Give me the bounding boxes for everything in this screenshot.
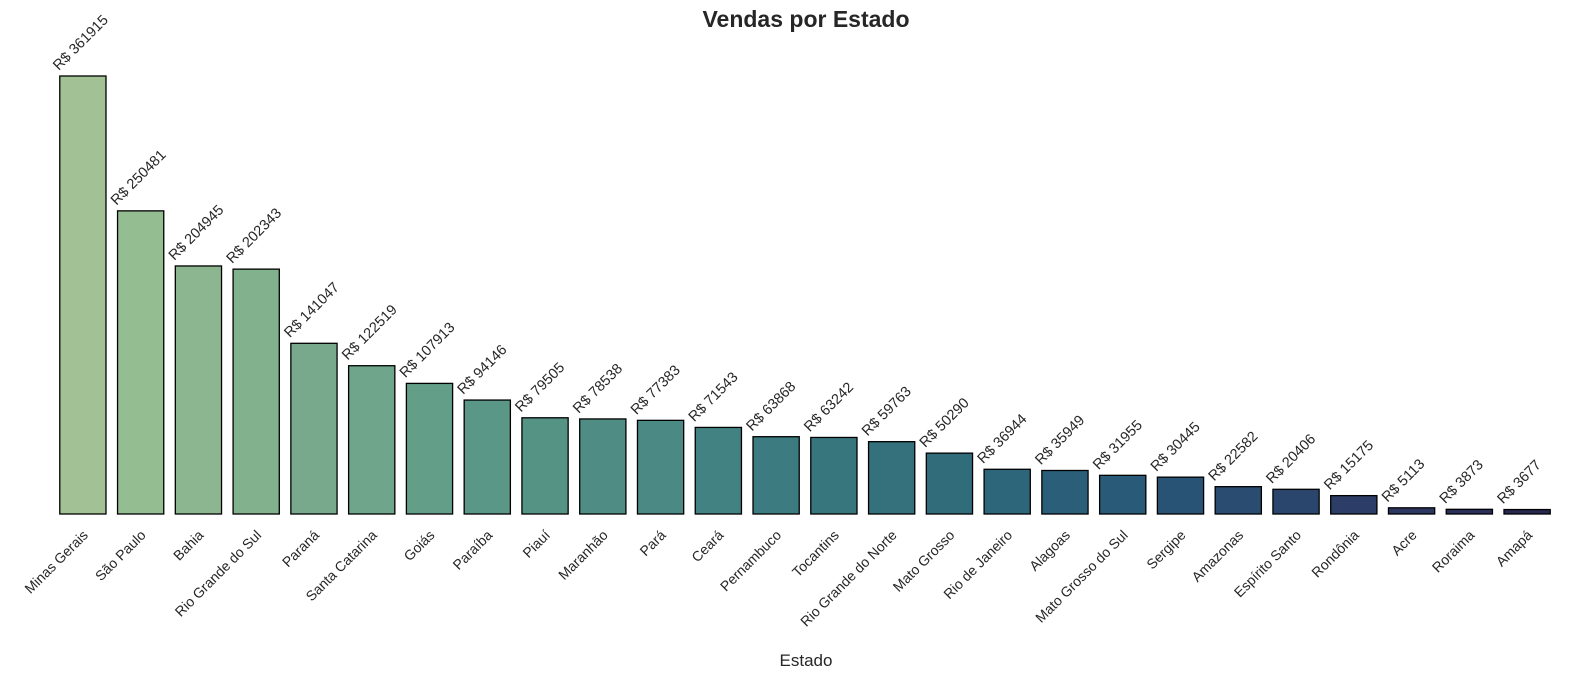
bar: [1156, 476, 1205, 515]
bar: [636, 419, 685, 515]
data-label: R$ 20406: [1263, 431, 1319, 487]
x-axis-label: Estado: [780, 651, 833, 670]
data-label: R$ 31955: [1090, 417, 1146, 473]
x-tick-label: Paraíba: [449, 527, 495, 573]
bar: [290, 342, 338, 515]
bar: [810, 436, 858, 515]
data-label: R$ 361915: [50, 12, 111, 73]
x-tick-label: Ceará: [688, 527, 726, 565]
data-label: R$ 59763: [859, 384, 915, 440]
data-label: R$ 107913: [397, 320, 458, 381]
bar: [867, 441, 916, 515]
data-label: R$ 63242: [801, 380, 857, 436]
data-label: R$ 94146: [455, 342, 511, 398]
x-tick-label: Sergipe: [1143, 527, 1189, 573]
x-tick-label: Paraná: [279, 527, 322, 570]
data-label: R$ 250481: [108, 147, 169, 208]
bar: [1041, 469, 1089, 515]
data-label: R$ 122519: [339, 302, 400, 363]
bar: [1330, 494, 1378, 515]
x-tick-label: Alagoas: [1026, 527, 1073, 574]
bar: [579, 418, 627, 515]
x-tick-label: Amazonas: [1188, 527, 1246, 585]
data-label: R$ 3873: [1437, 457, 1487, 507]
bar: [521, 417, 569, 515]
bar: [347, 365, 396, 515]
bar: [752, 436, 800, 515]
x-tick-label: Roraima: [1429, 527, 1478, 576]
bar: [1214, 486, 1263, 515]
bar: [1272, 488, 1320, 515]
bar: [1503, 508, 1551, 515]
x-tick-label: Tocantins: [789, 527, 842, 580]
data-label: R$ 77383: [628, 362, 684, 418]
bar: [232, 268, 280, 515]
x-tick-label: Bahia: [170, 527, 207, 564]
bar: [925, 452, 974, 515]
data-label: R$ 36944: [975, 411, 1031, 467]
data-label: R$ 30445: [1148, 419, 1204, 475]
data-label: R$ 35949: [1032, 413, 1088, 469]
data-label: R$ 141047: [281, 280, 342, 341]
data-label: R$ 71543: [686, 369, 742, 425]
bar: [1387, 507, 1436, 515]
x-tick-label: Rio Grande do Norte: [797, 527, 900, 630]
data-label: R$ 79505: [512, 360, 568, 416]
bar: [1445, 508, 1494, 515]
x-tick-label: Minas Gerais: [21, 527, 91, 597]
bar: [405, 382, 454, 515]
data-label: R$ 204945: [166, 202, 227, 263]
bar: [694, 426, 743, 515]
x-tick-label: Pará: [636, 527, 668, 559]
bar: [983, 468, 1031, 515]
data-label: R$ 50290: [917, 395, 973, 451]
x-tick-label: Pernambuco: [717, 527, 785, 595]
data-label: R$ 202343: [224, 205, 285, 266]
data-label: R$ 15175: [1321, 438, 1377, 494]
chart-title: Vendas por Estado: [702, 6, 909, 32]
data-label: R$ 3677: [1495, 457, 1545, 507]
bar: [463, 399, 512, 515]
data-label: R$ 22582: [1206, 429, 1262, 485]
data-label: R$ 63868: [744, 379, 800, 435]
x-tick-label: Maranhão: [555, 527, 611, 583]
bars-group: [59, 75, 1551, 515]
x-tick-label: São Paulo: [92, 527, 149, 584]
data-label: R$ 5113: [1379, 456, 1428, 505]
x-tick-label: Rondônia: [1308, 527, 1362, 581]
bar: [1098, 474, 1147, 515]
x-tick-label: Goiás: [400, 527, 437, 564]
x-tick-label: Amapá: [1493, 527, 1536, 570]
x-tick-labels-group: Minas Gerais São Paulo Bahia Rio Grande do …: [21, 527, 1535, 630]
x-tick-label: Piauí: [519, 527, 553, 561]
bar: [174, 265, 223, 515]
x-tick-label: Acre: [1388, 527, 1420, 559]
bar: [116, 210, 165, 515]
data-label: R$ 78538: [570, 361, 626, 417]
bar: [59, 75, 107, 515]
